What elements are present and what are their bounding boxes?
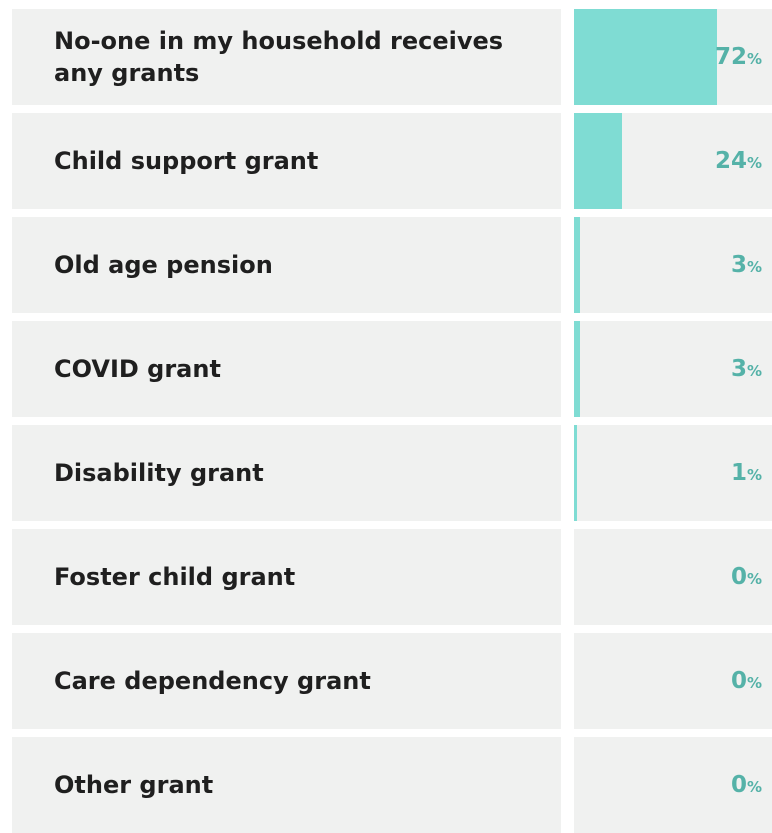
data-label-value: 0: [730, 668, 747, 694]
data-label: 3%: [731, 252, 762, 278]
category-cell: Child support grant: [12, 113, 561, 209]
bar-track: 3%: [574, 217, 772, 313]
data-label-unit: %: [746, 674, 762, 692]
data-label-value: 72: [714, 44, 747, 70]
category-cell: Foster child grant: [12, 529, 561, 625]
bar: [574, 217, 580, 313]
data-label: 72%: [715, 44, 762, 70]
bar-track: 72%: [574, 9, 772, 105]
data-label-unit: %: [746, 258, 762, 276]
category-cell: COVID grant: [12, 321, 561, 417]
bar-track: 0%: [574, 737, 772, 833]
data-label: 0%: [731, 668, 762, 694]
data-label-unit: %: [746, 362, 762, 380]
data-label: 1%: [731, 460, 762, 486]
chart-row: Old age pension 3%: [12, 217, 772, 313]
category-label: Care dependency grant: [54, 667, 371, 695]
chart-row: Disability grant 1%: [12, 425, 772, 521]
chart-row: Other grant 0%: [12, 737, 772, 833]
bar-track: 3%: [574, 321, 772, 417]
bar-track: 24%: [574, 113, 772, 209]
category-label: Child support grant: [54, 147, 319, 175]
category-label: COVID grant: [54, 355, 221, 383]
bar-track: 0%: [574, 633, 772, 729]
data-label: 3%: [731, 356, 762, 382]
data-label: 24%: [715, 148, 762, 174]
category-label: Disability grant: [54, 459, 264, 487]
data-label-value: 1: [730, 460, 747, 486]
data-label-value: 0: [730, 564, 747, 590]
data-label-unit: %: [746, 466, 762, 484]
bar: [574, 425, 577, 521]
data-label-value: 24: [714, 148, 747, 174]
chart-row: Care dependency grant 0%: [12, 633, 772, 729]
category-cell: Old age pension: [12, 217, 561, 313]
data-label: 0%: [731, 564, 762, 590]
category-label: Other grant: [54, 771, 214, 799]
data-label-unit: %: [746, 154, 762, 172]
data-label-unit: %: [746, 778, 762, 796]
category-cell: Disability grant: [12, 425, 561, 521]
category-cell: No-one in my household receives any gran…: [12, 9, 561, 105]
category-cell: Other grant: [12, 737, 561, 833]
chart-row: No-one in my household receives any gran…: [12, 9, 772, 105]
bar-track: 1%: [574, 425, 772, 521]
bar: [574, 321, 580, 417]
chart-row: Foster child grant 0%: [12, 529, 772, 625]
data-label-unit: %: [746, 570, 762, 588]
category-cell: Care dependency grant: [12, 633, 561, 729]
bar: [574, 113, 622, 209]
category-label: Old age pension: [54, 251, 273, 279]
chart-row: Child support grant 24%: [12, 113, 772, 209]
bar-track: 0%: [574, 529, 772, 625]
data-label-value: 0: [730, 772, 747, 798]
chart-row: COVID grant 3%: [12, 321, 772, 417]
category-label: No-one in my household receives any gran…: [54, 27, 504, 87]
data-label: 0%: [731, 772, 762, 798]
category-label: Foster child grant: [54, 563, 296, 591]
data-label-value: 3: [730, 356, 747, 382]
data-label-unit: %: [746, 50, 762, 68]
bar: [574, 9, 717, 105]
data-label-value: 3: [730, 252, 747, 278]
